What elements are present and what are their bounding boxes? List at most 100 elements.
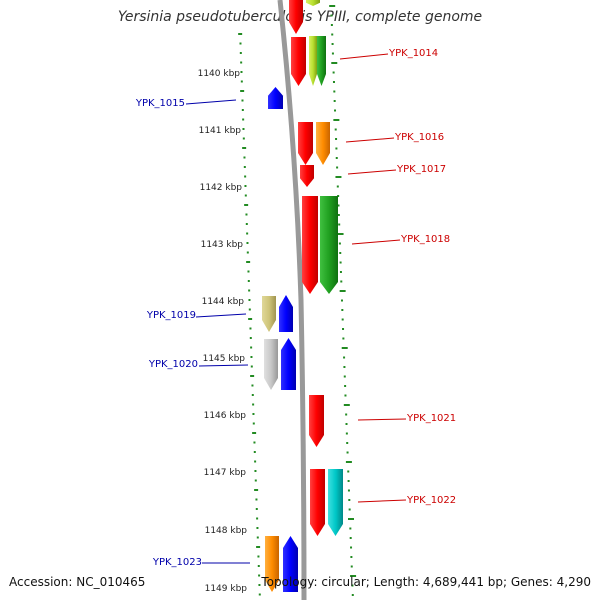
scale-dot-right: [350, 556, 353, 558]
gene-label[interactable]: YPK_1019: [146, 310, 196, 321]
scale-dot-right: [329, 5, 336, 7]
scale-dot-left: [249, 337, 252, 339]
scale-dot-left: [254, 489, 259, 491]
scale-dot-right: [343, 375, 346, 378]
scale-dot-left: [250, 346, 253, 349]
gene-label[interactable]: YPK_1022: [406, 495, 456, 506]
scale-dot-left: [252, 413, 255, 415]
scale-dot-right: [339, 261, 342, 264]
scale-dot-left: [250, 375, 255, 377]
scale-dot-right: [351, 594, 354, 596]
scale-dot-left: [238, 33, 243, 35]
scale-dot-right: [331, 52, 334, 55]
gene-block-ypk-1022: [310, 469, 325, 536]
gene-features: [262, 0, 343, 592]
scale-dot-left: [241, 109, 244, 111]
scale-dot-left: [254, 460, 257, 463]
scale-dot-right: [341, 347, 348, 349]
scale-dot-left: [247, 280, 250, 282]
scale-dot-left: [242, 137, 245, 140]
scale-dot-right: [339, 290, 346, 292]
gene-leader-line: [357, 499, 407, 503]
scale-dot-right: [341, 309, 344, 311]
scale-dot-left: [239, 52, 242, 54]
kbp-tick-label: 1146 kbp: [204, 411, 247, 421]
scale-dot-left: [256, 536, 259, 539]
scale-dot-left: [255, 508, 258, 510]
scale-dot-right: [337, 204, 340, 207]
gene-block-ypk-1019: [262, 296, 276, 332]
scale-dot-right: [337, 195, 340, 197]
scale-dot-right: [335, 157, 338, 159]
scale-dot-right: [345, 432, 348, 435]
scale-dot-left: [246, 242, 249, 244]
scale-dot-right: [333, 100, 336, 102]
scale-ring-left: [238, 33, 261, 596]
scale-dot-left: [242, 147, 247, 149]
gene-label[interactable]: YPK_1015: [135, 98, 185, 109]
scale-dot-right: [340, 280, 343, 283]
scale-dot-left: [253, 451, 256, 453]
scale-dot-right: [342, 328, 345, 330]
scale-dot-right: [344, 394, 347, 397]
gene-label[interactable]: YPK_1018: [400, 234, 450, 245]
scale-dot-right: [333, 90, 336, 93]
gene-block-ypk-1023: [265, 536, 279, 592]
gene-label[interactable]: YPK_1017: [396, 164, 446, 175]
scale-dot-left: [254, 470, 257, 472]
scale-dot-left: [258, 593, 261, 596]
gene-leader-line: [185, 99, 237, 105]
scale-dot-left: [247, 270, 250, 273]
gene-leader-line: [195, 313, 247, 318]
scale-dot-left: [252, 422, 255, 425]
scale-dot-right: [337, 214, 340, 216]
gene-leader-line: [357, 418, 407, 421]
scale-dot-left: [258, 574, 261, 577]
scale-dot-right: [342, 337, 345, 340]
scale-dot-left: [244, 194, 247, 197]
scale-dot-right: [345, 423, 348, 425]
scale-dot-left: [242, 128, 245, 130]
scale-dot-right: [333, 119, 340, 121]
scale-dot-right: [340, 299, 343, 302]
scale-dot-right: [338, 242, 341, 245]
scale-dot-left: [254, 479, 257, 482]
kbp-tick-label: 1142 kbp: [200, 183, 243, 193]
scale-dot-right: [335, 176, 342, 178]
scale-dot-left: [248, 299, 251, 301]
gene-block-ypk-1015: [268, 87, 283, 109]
scale-dot-left: [249, 327, 252, 330]
scale-dot-right: [331, 43, 334, 45]
gene-block-ypk-1023-b: [283, 536, 298, 592]
scale-dot-left: [248, 289, 251, 292]
gene-label[interactable]: YPK_1016: [394, 132, 444, 143]
scale-dot-left: [250, 356, 253, 358]
scale-dot-left: [253, 441, 256, 444]
gene-label[interactable]: YPK_1014: [388, 48, 438, 59]
scale-dot-right: [348, 508, 351, 511]
gene-block-ypk-1022-b: [328, 469, 343, 536]
genome-summary-text: Topology: circular; Length: 4,689,441 bp…: [261, 575, 591, 589]
kbp-tick-label: 1147 kbp: [204, 468, 247, 478]
scale-dot-right: [347, 518, 354, 520]
gene-label[interactable]: YPK_1021: [406, 413, 456, 424]
scale-dot-right: [349, 537, 352, 539]
scale-dot-right: [339, 271, 342, 273]
scale-dot-right: [341, 318, 344, 321]
scale-dot-left: [256, 546, 261, 548]
gene-block-ypk-1018: [302, 196, 318, 294]
scale-dot-right: [350, 575, 357, 577]
accession-text: Accession: NC_010465: [9, 575, 146, 589]
scale-dot-left: [246, 232, 249, 235]
gene-block-partial: [306, 0, 320, 6]
gene-label[interactable]: YPK_1023: [152, 557, 202, 568]
gene-block-ypk-1014-b: [317, 36, 326, 86]
gene-block-ypk-1014-a: [309, 36, 317, 86]
scale-dot-right: [346, 442, 349, 444]
kbp-tick-label: 1143 kbp: [201, 240, 244, 250]
scale-dot-left: [257, 555, 260, 558]
kbp-tick-label: 1149 kbp: [205, 584, 248, 594]
gene-label[interactable]: YPK_1020: [148, 359, 198, 370]
scale-dot-left: [244, 185, 247, 187]
